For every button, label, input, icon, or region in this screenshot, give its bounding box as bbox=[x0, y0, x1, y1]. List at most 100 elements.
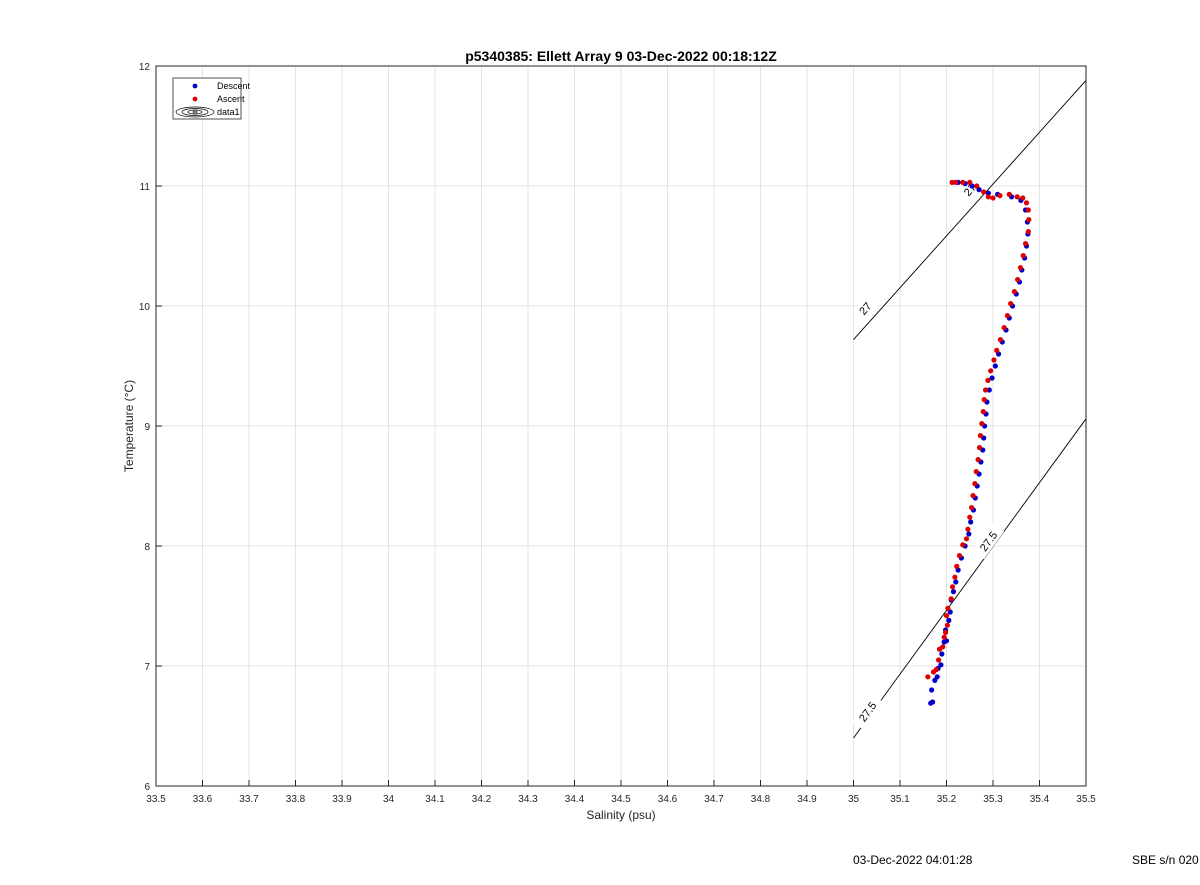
descent-point bbox=[950, 589, 957, 595]
ascent-point bbox=[925, 674, 931, 680]
y-tick-label: 12 bbox=[139, 62, 151, 73]
ascent-point bbox=[949, 584, 956, 590]
legend-descent-marker bbox=[192, 83, 198, 89]
ascent-point bbox=[967, 514, 973, 520]
descent-point bbox=[953, 579, 959, 585]
ascent-point bbox=[963, 536, 970, 542]
x-tick-label: 33.9 bbox=[332, 794, 352, 805]
ascent-point bbox=[933, 667, 939, 673]
ascent-point bbox=[981, 189, 987, 195]
ascent-point bbox=[954, 563, 960, 570]
ascent-point bbox=[1015, 277, 1021, 283]
contour-icon-ring bbox=[192, 110, 198, 114]
ascent-point bbox=[1025, 207, 1031, 213]
y-tick-label: 9 bbox=[144, 422, 150, 433]
ascent-point bbox=[1020, 253, 1026, 259]
data-points bbox=[925, 179, 1032, 706]
descent-point bbox=[968, 519, 974, 525]
x-tick-label: 34.6 bbox=[658, 794, 678, 805]
ascent-point bbox=[994, 347, 1000, 353]
ascent-point bbox=[956, 553, 963, 559]
axis-ticks: 33.5 33.6 33.7 33.8 33.9 34 34.1 34.2 34.3 34.4 34… bbox=[139, 62, 1096, 805]
contour-label-bg bbox=[853, 296, 878, 321]
x-tick-label: 35.1 bbox=[890, 794, 910, 805]
contour-icon-ring bbox=[175, 106, 215, 118]
ascent-point bbox=[970, 493, 976, 499]
legend: Descent Ascent data1 bbox=[172, 77, 251, 120]
legend-data1-label: data1 bbox=[217, 107, 240, 117]
x-tick-label: 34 bbox=[383, 794, 395, 805]
ascent-point bbox=[965, 526, 971, 532]
descent-point bbox=[989, 375, 995, 381]
descent-point bbox=[934, 674, 940, 680]
ascent-point bbox=[1014, 194, 1020, 200]
x-tick-label: 35.3 bbox=[983, 794, 1003, 805]
x-tick-label: 34.5 bbox=[611, 794, 631, 805]
x-tick-label: 34.1 bbox=[425, 794, 445, 805]
contour-icon-ring bbox=[187, 109, 203, 115]
ascent-point bbox=[1022, 241, 1029, 247]
contour-line bbox=[853, 418, 1087, 739]
y-tick-label: 7 bbox=[144, 662, 150, 673]
x-axis-label: Salinity (psu) bbox=[586, 808, 655, 822]
legend-ascent-label: Ascent bbox=[217, 94, 245, 104]
ascent-point bbox=[943, 613, 950, 619]
ascent-point bbox=[981, 397, 987, 403]
ascent-point bbox=[979, 421, 985, 427]
ascent-point bbox=[1001, 325, 1007, 331]
ascent-point bbox=[982, 387, 989, 393]
x-tick-label: 34.4 bbox=[565, 794, 585, 805]
ascent-point bbox=[967, 179, 973, 185]
legend-box bbox=[172, 77, 242, 120]
x-tick-label: 34.2 bbox=[472, 794, 492, 805]
ascent-point bbox=[935, 657, 942, 663]
ascent-point bbox=[960, 179, 966, 185]
y-tick-label: 11 bbox=[140, 182, 151, 193]
ascent-point bbox=[973, 469, 979, 475]
descent-point bbox=[992, 363, 998, 369]
ascent-point bbox=[985, 194, 991, 200]
ascent-point bbox=[997, 193, 1003, 199]
ascent-point bbox=[960, 542, 966, 548]
x-tick-label: 33.5 bbox=[146, 794, 166, 805]
ascent-point bbox=[940, 644, 946, 650]
x-tick-label: 34.3 bbox=[518, 794, 538, 805]
contour-label-bg bbox=[957, 177, 982, 202]
x-tick-label: 33.6 bbox=[193, 794, 213, 805]
ascent-point bbox=[997, 337, 1004, 343]
descent-point bbox=[939, 651, 945, 657]
ascent-point bbox=[1025, 229, 1031, 235]
x-tick-label: 35.4 bbox=[1030, 794, 1050, 805]
footer-timestamp: 03-Dec-2022 04:01:28 bbox=[853, 853, 973, 867]
x-tick-label: 34.9 bbox=[797, 794, 817, 805]
contour-label: 27.5 bbox=[972, 523, 1005, 560]
ascent-point bbox=[977, 433, 984, 439]
ascent-point bbox=[1011, 289, 1017, 295]
ascent-point bbox=[990, 195, 996, 201]
y-axis-label: Temperature (°C) bbox=[122, 380, 136, 472]
contour-icon bbox=[175, 106, 215, 118]
descent-point bbox=[986, 387, 992, 393]
x-tick-label: 35.2 bbox=[937, 794, 957, 805]
contour-icon-ring bbox=[181, 108, 209, 116]
x-tick-label: 34.7 bbox=[704, 794, 724, 805]
ascent-point bbox=[985, 377, 991, 383]
descent-point bbox=[946, 617, 952, 624]
contour-label-bg bbox=[851, 693, 884, 730]
y-tick-label: 8 bbox=[144, 542, 150, 553]
ascent-point bbox=[952, 574, 958, 580]
ascent-point bbox=[1020, 195, 1026, 201]
ascent-point bbox=[1023, 200, 1030, 206]
contour-label: 27.5 bbox=[851, 693, 884, 730]
ascent-point bbox=[944, 622, 951, 628]
descent-point bbox=[966, 531, 972, 537]
ascent-point bbox=[976, 445, 983, 451]
grid-lines bbox=[155, 65, 1087, 787]
ascent-point bbox=[1017, 265, 1024, 271]
descent-point bbox=[985, 190, 991, 196]
descent-point bbox=[938, 662, 944, 668]
y-tick-label: 10 bbox=[139, 302, 151, 313]
ascent-point bbox=[941, 634, 947, 640]
